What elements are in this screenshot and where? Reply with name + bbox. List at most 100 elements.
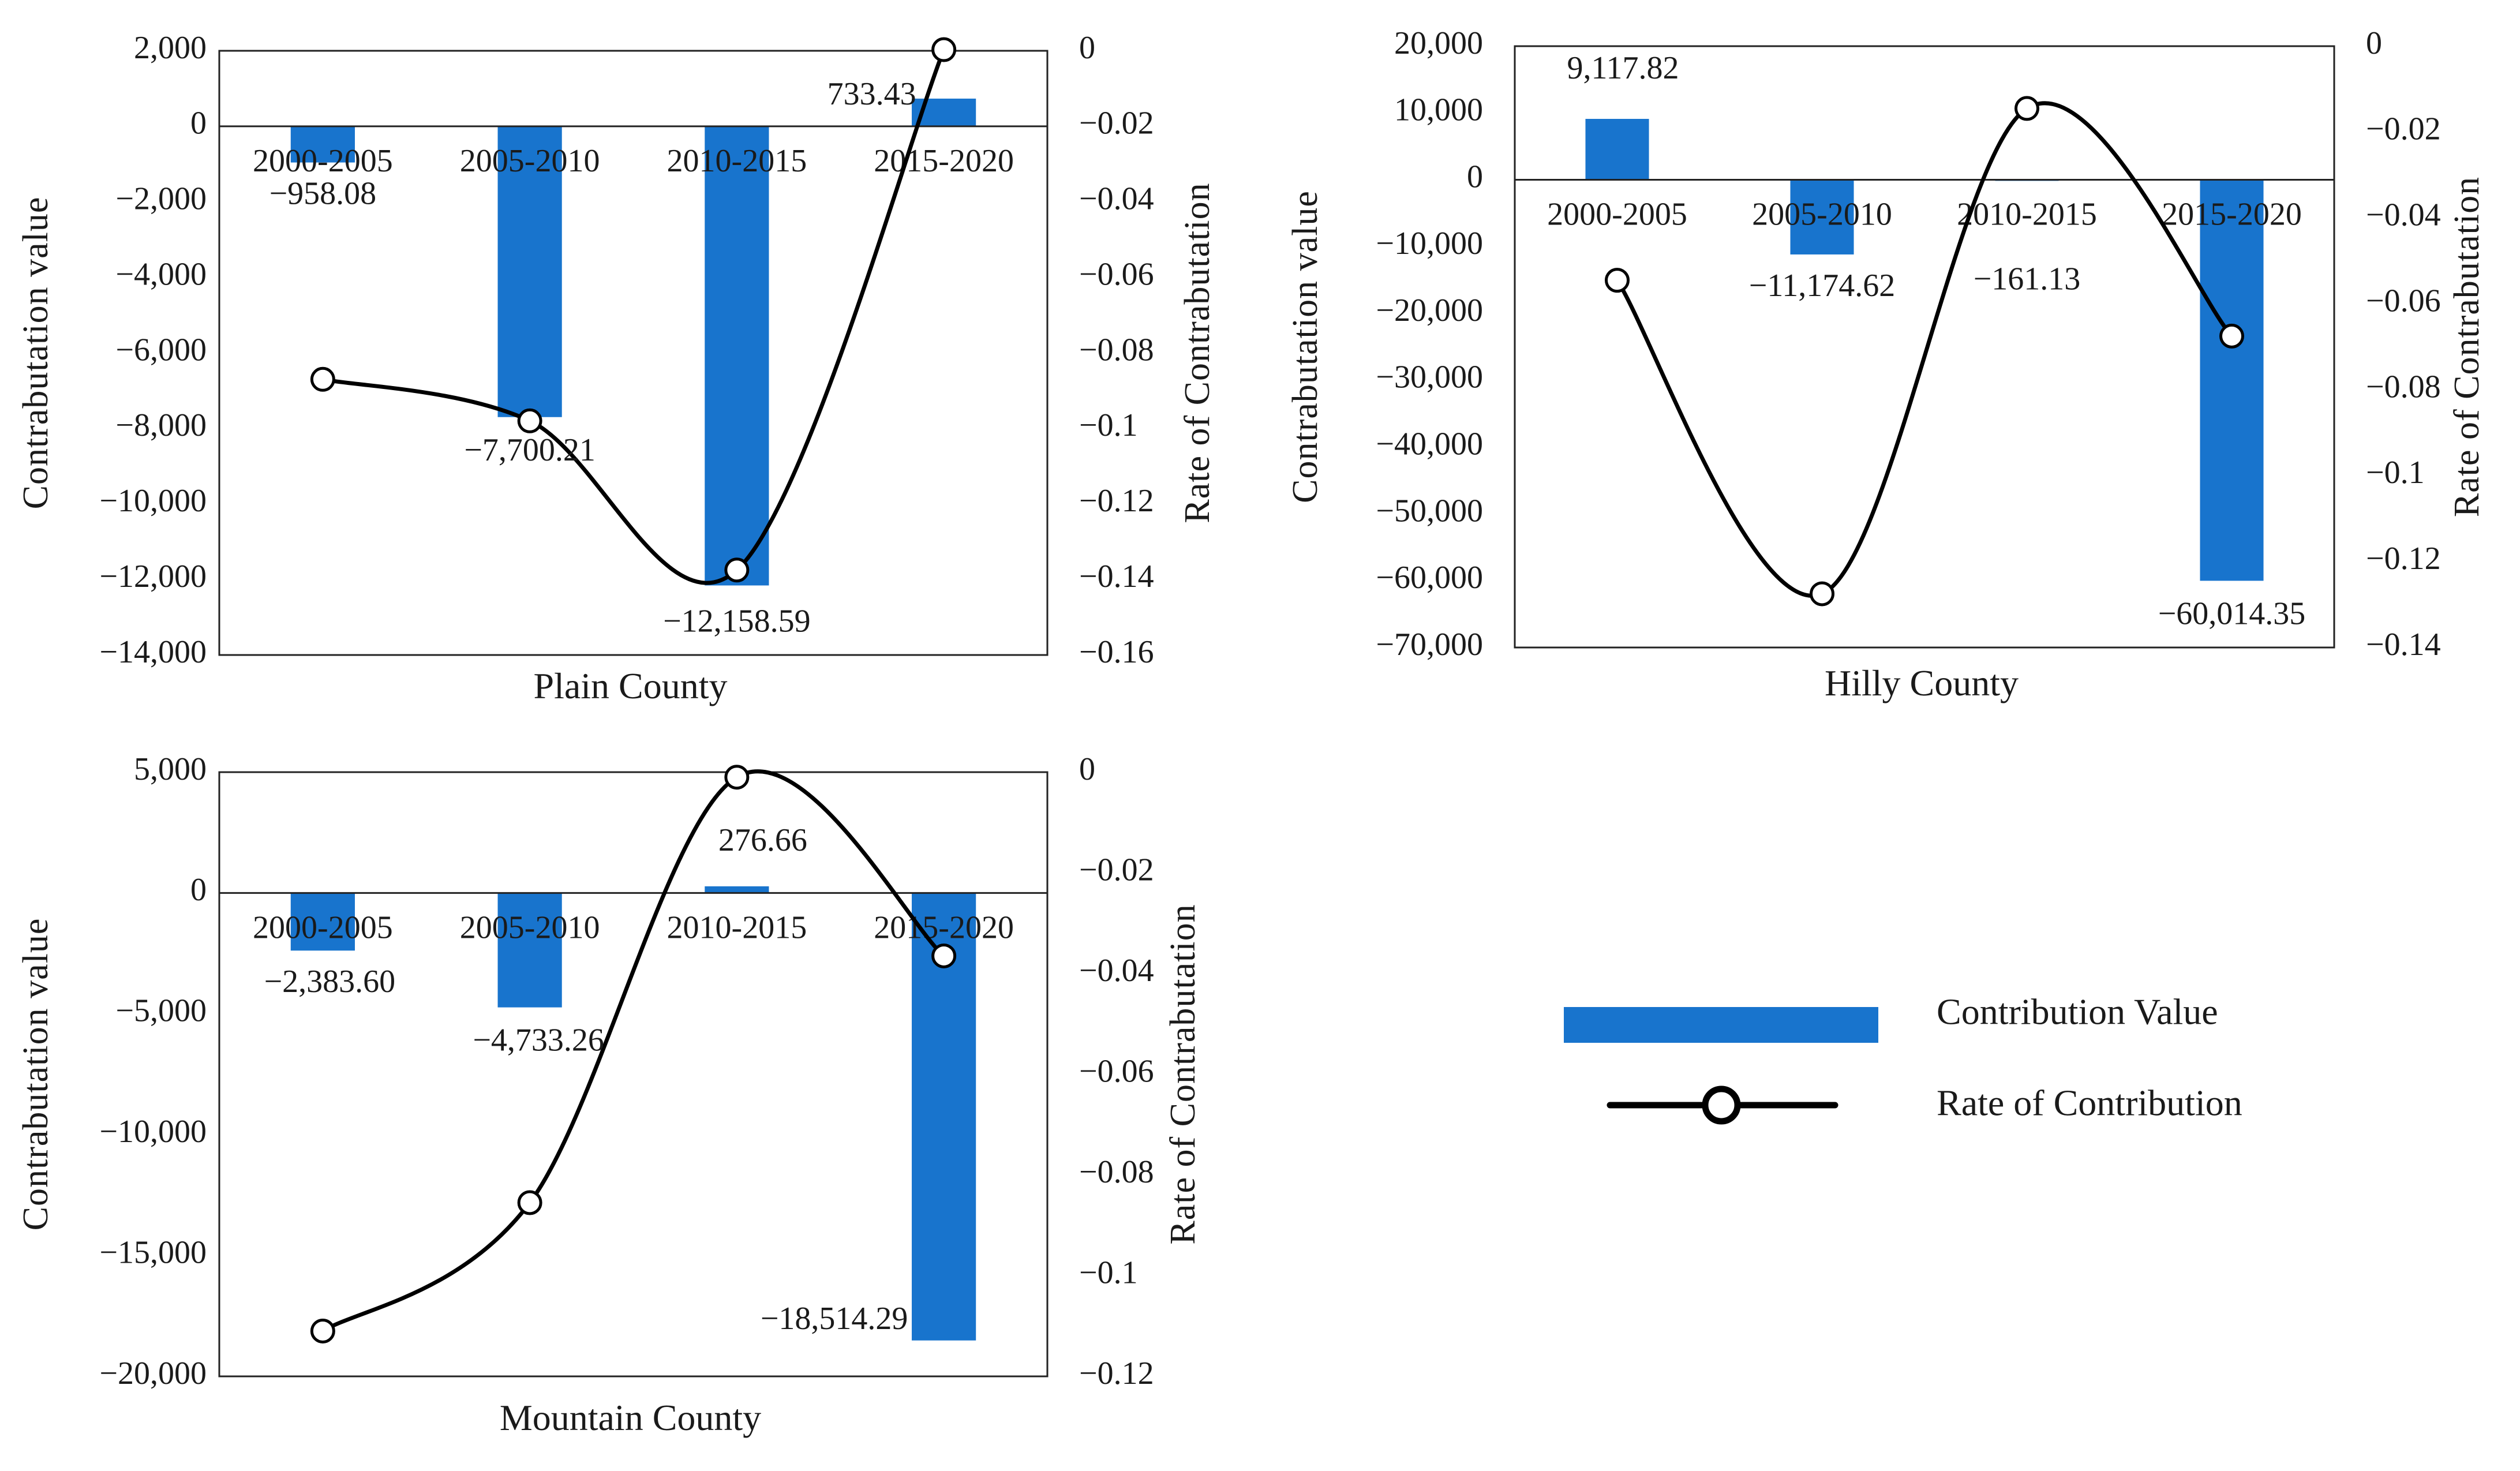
bar-data-label: 9,117.82	[1567, 50, 1679, 86]
bar	[705, 126, 769, 586]
bar	[497, 893, 562, 1008]
category-label: 2015-2020	[874, 909, 1014, 945]
category-label: 2005-2010	[460, 143, 600, 179]
y-tick-label: 0	[190, 872, 207, 908]
bar-data-label: −18,514.29	[761, 1301, 908, 1337]
y-tick-label: 0	[1467, 159, 1483, 194]
rate-point	[517, 1190, 542, 1215]
bar-data-label: −7,700.21	[464, 432, 596, 468]
legend-bar-label: Contribution Value	[1937, 991, 2218, 1032]
category-label: 2000-2005	[1547, 197, 1687, 233]
category-label: 2010-2015	[667, 909, 807, 945]
bar	[290, 893, 355, 951]
y-tick-label: −10,000	[99, 483, 207, 519]
plot-area	[218, 771, 1049, 1378]
y2-tick-label: −0.02	[1079, 852, 1154, 888]
plain-county-chart: 2,000 0 −2,000 −4,000 −6,000 −8,000 −10,000 −12…	[16, 30, 1217, 706]
y2-tick-label: −0.02	[2366, 111, 2441, 147]
bar	[1585, 118, 1649, 180]
legend-bar-swatch	[1564, 1007, 1878, 1043]
hilly-county-chart: 20,000 10,000 0 −10,000 −20,000 −30,000 −40,00…	[1286, 25, 2487, 703]
y2-tick-label: −0.04	[2366, 197, 2441, 233]
y2-axis-title: Rate of Contrabutation	[1178, 182, 1217, 523]
legend-line-label: Rate of Contribution	[1937, 1083, 2242, 1124]
category-label: 2010-2015	[1957, 197, 2097, 233]
y-tick-label: 20,000	[1394, 25, 1483, 61]
y-tick-label: −5,000	[115, 993, 207, 1029]
y-axis-title: Contrabutation value	[16, 918, 55, 1231]
y2-tick-label: −0.06	[2366, 283, 2441, 319]
bar-data-label: −12,158.59	[663, 604, 811, 639]
y2-tick-label: −0.08	[1079, 1154, 1154, 1190]
y2-tick-label: −0.1	[1079, 1255, 1138, 1290]
y2-tick-label: −0.1	[1079, 407, 1138, 443]
bar-data-label: −11,174.62	[1749, 268, 1896, 304]
panel-title: Hilly County	[1825, 662, 2019, 703]
y-tick-label: −40,000	[1376, 426, 1483, 462]
y-tick-label: −4,000	[115, 256, 207, 292]
category-label: 2000-2005	[253, 143, 393, 179]
rate-line	[1615, 101, 2234, 598]
rate-point	[724, 765, 750, 790]
y2-tick-label: −0.12	[1079, 483, 1154, 519]
bar-data-label: 733.43	[827, 76, 916, 112]
y2-tick-label: −0.16	[1079, 634, 1154, 670]
bar-data-label: −4,733.26	[473, 1023, 604, 1058]
y-tick-label: −14,000	[99, 634, 207, 670]
category-label: 2015-2020	[2162, 197, 2302, 233]
rate-line	[321, 769, 945, 1333]
y2-tick-label: 0	[2366, 25, 2382, 61]
rate-point	[2014, 96, 2039, 121]
y-tick-label: −6,000	[115, 332, 207, 368]
rate-point	[1810, 581, 1834, 607]
y-tick-label: −30,000	[1376, 360, 1483, 395]
y-axis-title: Contrabutation value	[16, 197, 55, 510]
rate-point	[517, 408, 542, 433]
y2-tick-label: −0.08	[2366, 369, 2441, 405]
bar-data-label: −958.08	[269, 176, 377, 212]
y2-tick-label: −0.12	[1079, 1356, 1154, 1391]
y-tick-label: −10,000	[1376, 226, 1483, 261]
category-label: 2010-2015	[667, 143, 807, 179]
bar	[497, 126, 562, 417]
rate-point	[310, 366, 335, 392]
y-tick-label: −12,000	[99, 559, 207, 594]
mountain-county-chart: 5,000 0 −5,000 −10,000 −15,000 −20,000 0 −0.02 −…	[16, 751, 1203, 1438]
category-label: 2005-2010	[1752, 197, 1892, 233]
y-tick-label: 0	[190, 106, 207, 141]
bar-data-label: −161.13	[1974, 261, 2081, 297]
y-tick-label: −70,000	[1376, 627, 1483, 662]
y2-tick-label: 0	[1079, 751, 1095, 787]
y-tick-label: −8,000	[115, 407, 207, 443]
y2-tick-label: −0.08	[1079, 332, 1154, 368]
rate-point	[1605, 268, 1630, 293]
panel-title: Mountain County	[500, 1397, 761, 1438]
y-tick-label: −20,000	[99, 1356, 207, 1391]
y2-tick-label: 0	[1079, 30, 1095, 66]
plot-area	[1514, 45, 2335, 649]
y-tick-label: 10,000	[1394, 92, 1483, 128]
y2-tick-label: −0.04	[1079, 953, 1154, 989]
bar	[2200, 179, 2264, 581]
category-label: 2015-2020	[874, 143, 1014, 179]
y-tick-label: −2,000	[115, 181, 207, 217]
y2-tick-label: −0.14	[1079, 559, 1154, 594]
category-label: 2000-2005	[253, 909, 393, 945]
legend: Contribution Value Rate of Contribution	[1564, 991, 2242, 1125]
bar	[290, 126, 355, 163]
rate-line	[322, 48, 946, 585]
bar-data-label: −60,014.35	[2158, 596, 2306, 631]
y-tick-label: −60,000	[1376, 560, 1483, 596]
y-tick-label: 2,000	[134, 30, 207, 66]
rate-point	[724, 557, 750, 583]
legend-line-marker	[1702, 1086, 1741, 1125]
y2-tick-label: −0.06	[1079, 1053, 1154, 1089]
bar	[1790, 179, 1854, 254]
plot-area	[218, 50, 1049, 656]
y-tick-label: 5,000	[134, 751, 207, 787]
y-tick-label: −20,000	[1376, 293, 1483, 328]
bar-data-label: 276.66	[718, 822, 807, 858]
panel-title: Plain County	[533, 665, 727, 706]
rate-point	[310, 1318, 335, 1343]
